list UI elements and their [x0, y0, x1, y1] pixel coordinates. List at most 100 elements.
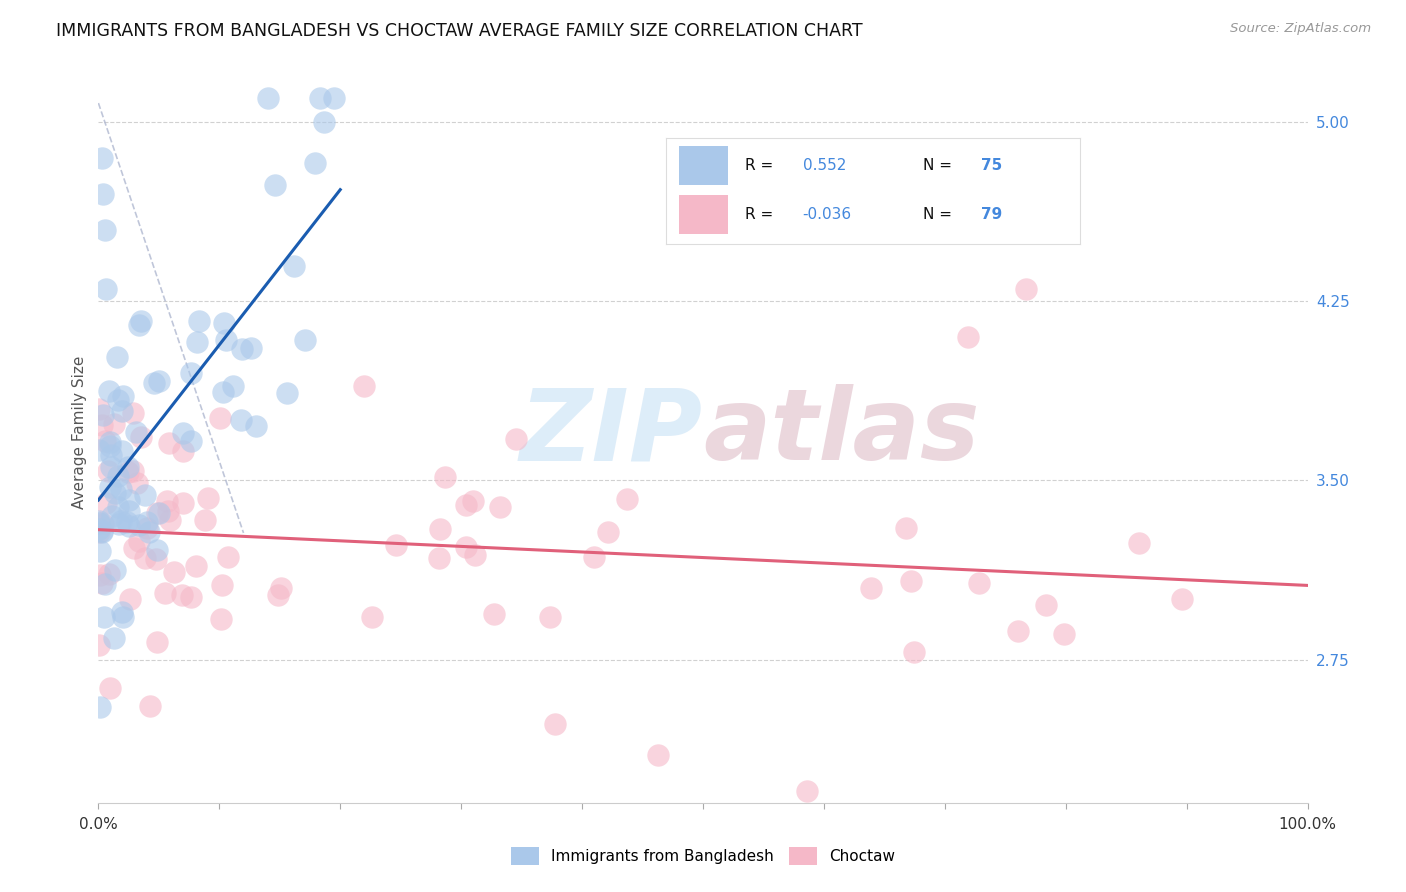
Point	[353, 378, 375, 392]
Point	[87, 402, 110, 417]
Point	[257, 91, 280, 105]
Point	[180, 590, 202, 604]
Point	[172, 444, 194, 458]
Point	[94, 222, 117, 236]
Point	[122, 464, 145, 478]
Point	[104, 563, 127, 577]
Point	[98, 480, 121, 494]
Point	[276, 386, 298, 401]
Text: R =: R =	[745, 207, 773, 222]
Point	[215, 333, 238, 347]
Point	[456, 540, 478, 554]
Point	[91, 186, 114, 201]
Point	[104, 486, 127, 500]
Point	[107, 392, 129, 407]
Point	[221, 379, 243, 393]
Point	[91, 576, 114, 591]
Text: N =: N =	[922, 207, 952, 222]
Point	[87, 514, 110, 528]
Point	[214, 316, 236, 330]
Point	[110, 514, 132, 528]
Point	[153, 586, 176, 600]
Point	[111, 444, 134, 458]
Point	[304, 155, 326, 169]
Point	[142, 376, 165, 390]
Point	[156, 504, 179, 518]
Point	[103, 631, 125, 645]
Point	[129, 430, 152, 444]
Point	[134, 488, 156, 502]
Text: Source: ZipAtlas.com: Source: ZipAtlas.com	[1230, 22, 1371, 36]
Point	[157, 436, 180, 450]
Point	[187, 314, 209, 328]
Point	[212, 384, 235, 399]
Point	[283, 259, 305, 273]
Point	[194, 513, 217, 527]
Point	[112, 389, 135, 403]
Point	[94, 282, 117, 296]
Point	[89, 543, 111, 558]
Point	[91, 516, 114, 531]
Point	[117, 519, 139, 533]
Point	[90, 524, 112, 539]
Point	[461, 494, 484, 508]
Point	[796, 784, 818, 798]
Text: -0.036: -0.036	[803, 207, 852, 222]
Bar	[679, 195, 728, 234]
Point	[464, 549, 486, 563]
Text: R =: R =	[745, 158, 773, 173]
Point	[118, 492, 141, 507]
Point	[146, 635, 169, 649]
Point	[91, 409, 114, 423]
Point	[128, 534, 150, 549]
Point	[156, 494, 179, 508]
Point	[859, 581, 882, 595]
Point	[94, 496, 117, 510]
Point	[91, 418, 114, 433]
Point	[138, 524, 160, 539]
Point	[294, 333, 316, 347]
Text: 75: 75	[981, 158, 1002, 173]
Point	[87, 516, 110, 531]
Point	[94, 576, 117, 591]
Point	[903, 645, 925, 659]
Point	[110, 482, 132, 496]
Point	[894, 521, 917, 535]
Point	[482, 607, 505, 622]
Point	[148, 374, 170, 388]
Point	[647, 747, 669, 762]
Point	[129, 314, 152, 328]
Point	[173, 496, 195, 510]
Point	[360, 609, 382, 624]
Point	[98, 681, 121, 695]
Point	[582, 549, 605, 564]
Point	[98, 566, 121, 581]
Point	[385, 538, 408, 552]
Point	[159, 513, 181, 527]
Point	[267, 587, 290, 601]
Text: IMMIGRANTS FROM BANGLADESH VS CHOCTAW AVERAGE FAMILY SIZE CORRELATION CHART: IMMIGRANTS FROM BANGLADESH VS CHOCTAW AV…	[56, 22, 863, 40]
Point	[596, 525, 619, 540]
Point	[429, 522, 451, 536]
Point	[91, 151, 114, 165]
Point	[197, 491, 219, 505]
Point	[323, 91, 346, 105]
Point	[239, 341, 262, 355]
Point	[117, 459, 139, 474]
Point	[98, 439, 121, 453]
Point	[270, 581, 292, 595]
Point	[186, 558, 208, 573]
Point	[170, 588, 193, 602]
Point	[209, 612, 232, 626]
Point	[616, 492, 638, 507]
Point	[100, 459, 122, 474]
Point	[107, 468, 129, 483]
Point	[98, 434, 121, 449]
Point	[231, 343, 253, 357]
Point	[456, 498, 478, 512]
Point	[1171, 592, 1194, 607]
Point	[103, 417, 125, 432]
Point	[180, 434, 202, 449]
Legend: Immigrants from Bangladesh, Choctaw: Immigrants from Bangladesh, Choctaw	[506, 842, 900, 869]
Point	[148, 506, 170, 520]
